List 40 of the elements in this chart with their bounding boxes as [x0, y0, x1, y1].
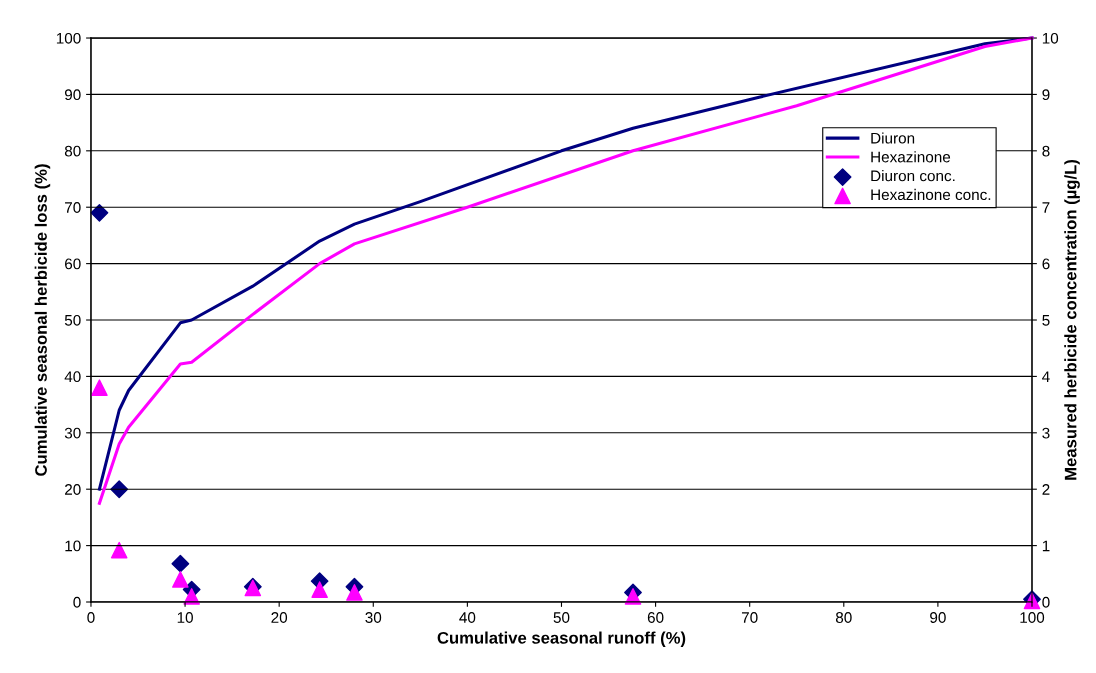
legend-label: Hexazinone — [871, 151, 951, 163]
y-tick-label: 30 — [64, 427, 81, 439]
y-tick-label: 100 — [56, 32, 81, 44]
y2-tick-label: 0 — [1042, 596, 1050, 608]
y-tick-label: 90 — [64, 89, 81, 101]
x-tick-label: 70 — [741, 612, 758, 623]
x-tick-label: 10 — [177, 612, 193, 623]
x-tick-label: 20 — [271, 612, 288, 623]
x-tick-label: 0 — [87, 612, 95, 623]
y-tick-label: 70 — [65, 202, 81, 213]
y-tick-label: 20 — [65, 484, 81, 495]
y-axis-title: Cumulative seasonal herbicide loss (%) — [34, 164, 51, 476]
x-tick-label: 60 — [647, 612, 664, 623]
y2-tick-label: 2 — [1042, 484, 1050, 495]
x-tick-label: 100 — [1020, 612, 1045, 623]
legend-label: Diuron conc. — [871, 170, 955, 182]
y-tick-label: 50 — [64, 314, 81, 326]
x-tick-label: 90 — [930, 612, 946, 623]
y-tick-label: 40 — [64, 371, 81, 383]
y2-tick-label: 1 — [1042, 540, 1050, 552]
y-tick-label: 60 — [65, 258, 81, 270]
y2-tick-label: 5 — [1042, 315, 1050, 326]
x-tick-label: 50 — [553, 612, 570, 623]
y2-tick-label: 10 — [1042, 32, 1059, 44]
y-tick-label: 10 — [65, 540, 81, 552]
x-tick-label: 80 — [835, 612, 852, 623]
y-tick-label: 0 — [73, 596, 81, 608]
y2-tick-label: 9 — [1042, 89, 1050, 101]
x-axis-title: Cumulative seasonal runoff (%) — [437, 631, 686, 648]
x-tick-label: 40 — [459, 612, 476, 623]
y-tick-label: 80 — [64, 145, 81, 157]
y2-axis-title: Measured herbicide concentration (µg/L) — [1064, 159, 1080, 480]
legend-label: Hexazinone conc. — [871, 188, 991, 201]
y2-tick-label: 7 — [1042, 202, 1050, 213]
y2-tick-label: 8 — [1042, 145, 1050, 157]
x-tick-label: 30 — [365, 612, 382, 623]
y2-tick-label: 6 — [1042, 258, 1050, 270]
y2-tick-label: 4 — [1042, 371, 1050, 382]
y2-tick-label: 3 — [1042, 427, 1050, 439]
legend-label: Diuron — [871, 132, 915, 144]
